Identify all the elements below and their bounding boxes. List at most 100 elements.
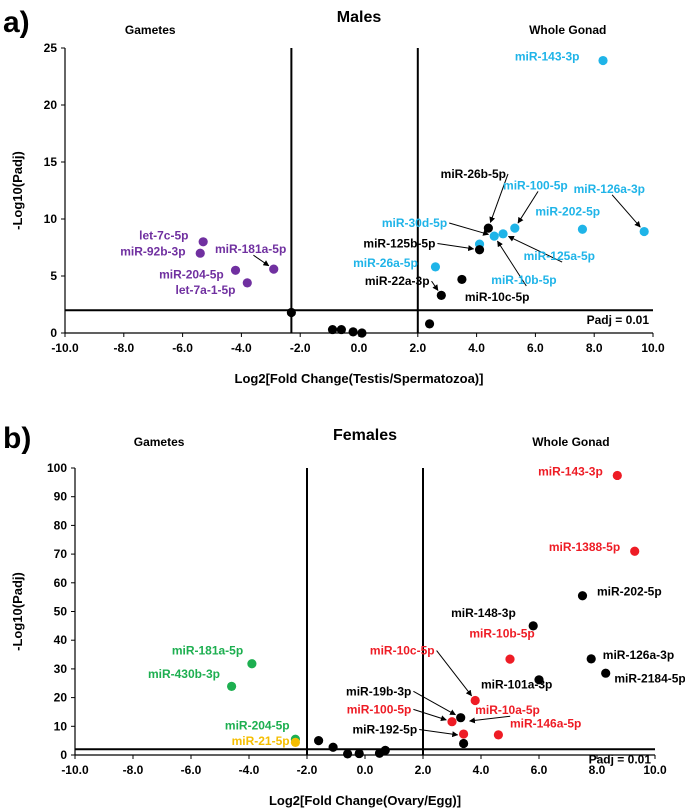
females-y-tick-label: 100 xyxy=(47,461,67,475)
females-label-arrow xyxy=(436,650,472,697)
males-panel-label: a) xyxy=(3,6,30,39)
females-data-point xyxy=(314,736,324,746)
females-y-tick-label: 40 xyxy=(54,633,68,647)
females-data-point xyxy=(459,738,469,749)
females-x-tick-label: -4.0 xyxy=(239,763,260,777)
females-y-tick-label: 50 xyxy=(54,605,68,619)
females-data-point xyxy=(247,659,257,669)
males-data-point xyxy=(510,223,520,233)
females-mirna-label: miR-101a-3p xyxy=(481,677,552,691)
females-panel: b) Females Gametes Whole Gonad -10.0 -8.0 -6.0… xyxy=(3,422,685,808)
males-mirna-label: miR-10b-5p xyxy=(491,273,556,287)
females-mirna-label: miR-430b-3p xyxy=(148,667,220,681)
males-label-arrow xyxy=(431,280,439,291)
females-data-point xyxy=(528,621,538,631)
males-mirna-label: miR-125b-5p xyxy=(363,237,435,251)
females-mirna-label: miR-126a-3p xyxy=(603,648,674,662)
males-data-point xyxy=(489,231,499,241)
males-data-point xyxy=(430,262,441,272)
females-data-point xyxy=(380,745,390,756)
females-x-tick-label: -2.0 xyxy=(297,763,318,777)
males-x-tick-label: -8.0 xyxy=(113,341,134,355)
females-mirna-label: miR-146a-5p xyxy=(510,717,581,731)
males-label-arrow xyxy=(611,194,641,228)
males-data-point xyxy=(286,307,296,318)
males-mirna-label: miR-202-5p xyxy=(535,205,600,219)
females-data-point xyxy=(586,654,596,664)
males-mirna-label: miR-30d-5p xyxy=(382,216,447,230)
females-mirna-label: miR-21-5p xyxy=(232,734,290,748)
males-y-tick-label: 10 xyxy=(44,212,58,226)
females-x-tick-label: -10.0 xyxy=(61,763,89,777)
females-x-tick-label: 2.0 xyxy=(415,763,432,777)
females-data-point xyxy=(505,654,515,664)
females-data-point xyxy=(612,470,622,481)
females-mirna-label: miR-10b-5p xyxy=(469,626,534,640)
males-mirna-label: miR-126a-3p xyxy=(574,182,645,196)
males-label-arrow xyxy=(437,243,475,252)
males-threshold-label: Padj = 0.01 xyxy=(587,313,650,327)
males-mirna-label: miR-10c-5p xyxy=(465,290,530,304)
females-y-tick-label: 70 xyxy=(54,547,68,561)
males-y-tick-label: 15 xyxy=(44,155,58,169)
males-x-tick-label: 6.0 xyxy=(527,341,544,355)
females-mirna-label: miR-143-3p xyxy=(538,464,603,478)
males-mirna-label: let-7a-1-5p xyxy=(175,283,235,297)
females-data-point xyxy=(328,742,338,752)
females-x-tick-label: 8.0 xyxy=(589,763,606,777)
females-data-point xyxy=(354,748,364,759)
females-mirna-label: miR-202-5p xyxy=(597,585,662,599)
females-mirna-label: miR-10c-5p xyxy=(370,644,435,658)
females-y-tick-label: 0 xyxy=(60,748,67,762)
females-mirna-label: miR-192-5p xyxy=(353,722,418,736)
females-panel-label: b) xyxy=(3,422,31,455)
females-y-tick-label: 10 xyxy=(54,719,68,733)
females-label-arrow xyxy=(468,715,511,724)
females-mirna-label: miR-19b-3p xyxy=(346,684,411,698)
females-mirna-label: miR-181a-5p xyxy=(172,644,243,658)
females-x-tick-label: 6.0 xyxy=(531,763,548,777)
males-x-axis-title: Log2[Fold Change(Testis/Spermatozoa)] xyxy=(235,371,484,386)
females-mirna-label: miR-2184-5p xyxy=(614,672,685,686)
females-data-point xyxy=(601,668,611,678)
males-title: Males xyxy=(337,9,382,26)
males-x-tick-label: 0.0 xyxy=(351,341,368,355)
females-data-point xyxy=(456,713,466,723)
females-y-tick-label: 20 xyxy=(54,691,68,705)
females-region-label-gametes: Gametes xyxy=(134,435,185,449)
males-data-point xyxy=(336,324,346,335)
females-data-point xyxy=(290,737,300,747)
females-x-tick-label: 10.0 xyxy=(643,763,667,777)
males-mirna-label: miR-181a-5p xyxy=(215,242,286,256)
males-data-point xyxy=(269,264,279,274)
males-y-tick-label: 5 xyxy=(50,269,57,283)
females-mirna-label: miR-204-5p xyxy=(225,719,290,733)
males-x-tick-label: 4.0 xyxy=(468,341,485,355)
males-data-point xyxy=(577,224,588,234)
males-label-arrow xyxy=(253,254,270,267)
males-data-point xyxy=(348,327,358,337)
males-x-tick-label: 2.0 xyxy=(409,341,426,355)
males-data-point xyxy=(327,324,338,335)
females-data-point xyxy=(630,546,640,556)
males-region-label-gametes: Gametes xyxy=(125,23,176,37)
females-x-tick-label: 0.0 xyxy=(357,763,374,777)
males-x-tick-label: 10.0 xyxy=(641,341,665,355)
males-x-tick-label: 8.0 xyxy=(586,341,603,355)
males-mirna-label: miR-26a-5p xyxy=(353,256,418,270)
females-x-tick-label: -6.0 xyxy=(181,763,202,777)
males-mirna-label: miR-22a-3p xyxy=(365,274,430,288)
males-y-tick-label: 20 xyxy=(44,98,58,112)
males-data-point xyxy=(498,229,508,239)
males-mirna-label: miR-143-3p xyxy=(515,50,580,64)
females-y-tick-label: 90 xyxy=(54,490,68,504)
males-data-point xyxy=(198,237,208,247)
females-y-tick-label: 60 xyxy=(54,576,68,590)
males-x-tick-label: -10.0 xyxy=(51,341,79,355)
females-y-tick-label: 80 xyxy=(54,518,68,532)
females-y-tick-label: 30 xyxy=(54,662,68,676)
females-mirna-label: miR-148-3p xyxy=(451,606,516,620)
females-mirna-label: miR-1388-5p xyxy=(549,540,620,554)
females-x-tick-label: -8.0 xyxy=(123,763,144,777)
